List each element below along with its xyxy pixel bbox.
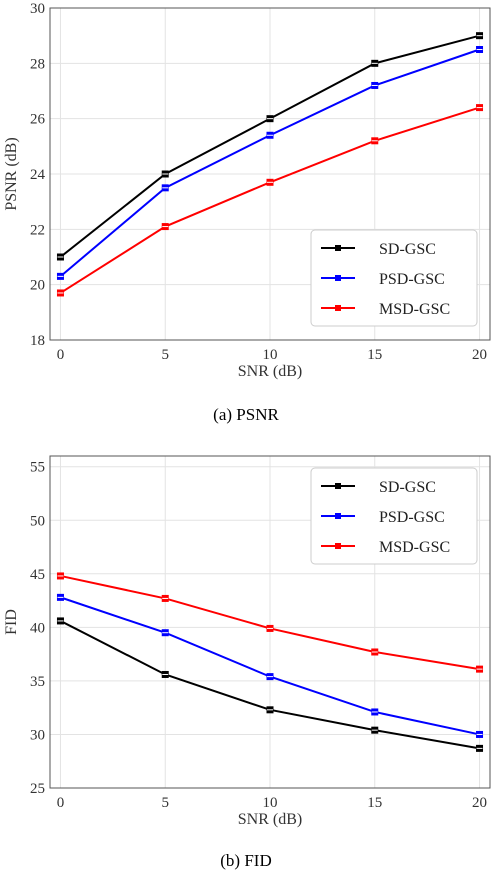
legend-label: MSD-GSC [379, 539, 450, 556]
legend-label: PSD-GSC [379, 271, 445, 288]
legend-marker [335, 305, 341, 311]
y-tick-label: 35 [30, 674, 45, 690]
x-tick-label: 15 [367, 795, 382, 811]
series-psd-gsc [56, 46, 484, 280]
x-tick-label: 15 [367, 347, 382, 363]
y-tick-label: 24 [30, 167, 46, 183]
chart-1: 0 5 10 15 20 25 30 35 40 45 50 55 SNR (dB) FID SD-GSC P… [3, 455, 491, 870]
x-tick-label: 10 [263, 795, 278, 811]
legend-box [310, 229, 478, 327]
legend-marker [335, 245, 341, 251]
legend-marker [335, 543, 341, 549]
legend-label: SD-GSC [379, 479, 436, 496]
y-axis-label: FID [3, 609, 20, 635]
x-tick-label: 5 [161, 347, 169, 363]
legend-box [310, 467, 478, 565]
x-tick-label: 20 [472, 347, 487, 363]
plot-frame [49, 455, 491, 789]
legend-label: PSD-GSC [379, 509, 445, 526]
x-tick-label: 5 [161, 795, 169, 811]
figure-caption: (b) FID [220, 851, 271, 870]
chart-0: 0 5 10 15 20 18 20 22 24 26 28 30 SNR (dB) PSNR (dB) S… [3, 1, 491, 424]
y-tick-label: 45 [30, 567, 45, 583]
legend-marker [335, 483, 341, 489]
x-tick-label: 10 [263, 347, 278, 363]
x-axis-label: SNR (dB) [238, 363, 302, 380]
x-tick-label: 20 [472, 795, 487, 811]
legend-marker [335, 275, 341, 281]
legend: SD-GSC PSD-GSC MSD-GSC [310, 467, 478, 565]
y-tick-label: 20 [30, 278, 45, 294]
y-tick-label: 40 [30, 620, 45, 636]
figure-caption: (a) PSNR [213, 405, 279, 424]
series-sd-gsc [56, 32, 484, 261]
y-axis-label: PSNR (dB) [3, 137, 20, 210]
series-msd-gsc [56, 572, 484, 673]
y-tick-label: 50 [30, 513, 45, 529]
series-msd-gsc [56, 104, 484, 297]
legend-label: MSD-GSC [379, 301, 450, 318]
y-tick-label: 26 [30, 112, 46, 128]
legend-label: SD-GSC [379, 241, 436, 258]
y-tick-label: 25 [30, 781, 45, 797]
plot-frame [49, 7, 491, 341]
legend-marker [335, 513, 341, 519]
y-tick-label: 18 [30, 333, 45, 349]
series-psd-gsc [56, 593, 484, 738]
x-tick-label: 0 [57, 795, 65, 811]
y-tick-label: 28 [30, 56, 45, 72]
legend: SD-GSC PSD-GSC MSD-GSC [310, 229, 478, 327]
x-tick-label: 0 [57, 347, 65, 363]
y-tick-label: 22 [30, 222, 45, 238]
x-axis-label: SNR (dB) [238, 811, 302, 828]
y-tick-label: 30 [30, 1, 45, 17]
y-tick-label: 55 [30, 460, 45, 476]
y-tick-label: 30 [30, 727, 45, 743]
series-sd-gsc [56, 617, 484, 752]
